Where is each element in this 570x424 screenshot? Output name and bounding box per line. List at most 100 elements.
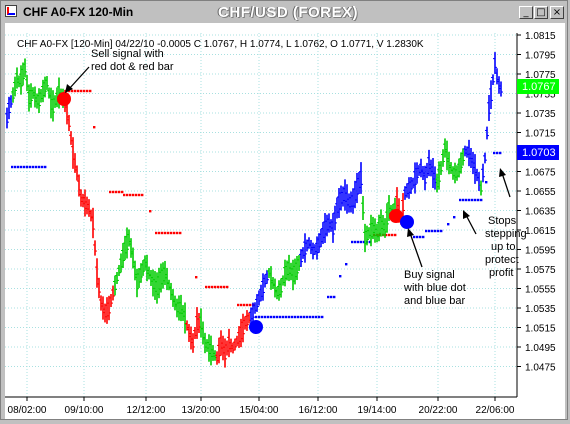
stop-dot [132, 193, 135, 197]
stop-dot [477, 198, 480, 202]
stop-dot [499, 151, 502, 155]
y-tick-label: 1.0555 [525, 285, 556, 296]
price-chart: 1.0815 1.0795 1.0775 1.0755 1.0735 1.0715 1.06… [5, 31, 559, 416]
stop-dot [17, 165, 20, 169]
x-axis: 08/02:00 09/10:00 12/12:00 13/20:00 15/04:00… [8, 397, 515, 416]
sell-annotation: Sell signal with red dot & red bar [91, 48, 174, 73]
title-bar[interactable]: CHF A0-FX 120-Min CHF/USD (FOREX) _ □ × [3, 3, 567, 21]
x-tick-label: 16/12:00 [299, 405, 338, 416]
stop-dot [141, 193, 144, 197]
stop-dot [129, 193, 132, 197]
stop-dot [170, 231, 173, 235]
stop-dot [138, 193, 141, 197]
chart-app-icon [5, 5, 17, 17]
x-tick-label: 08/02:00 [8, 405, 47, 416]
last-price-label: 1.0767 [522, 81, 556, 93]
buy-signal-red-dot [389, 209, 403, 223]
y-tick-label: 1.0635 [525, 207, 556, 218]
stop-dot [249, 303, 252, 307]
window-title: CHF A0-FX 120-Min [23, 5, 134, 19]
y-tick-label: 1.0795 [525, 51, 556, 62]
stop-dot [285, 315, 288, 319]
stop-dot [468, 198, 471, 202]
sell-arrow-head [65, 84, 73, 93]
stop-dot [413, 235, 416, 239]
stop-dot [26, 165, 29, 169]
sell-signal-dot [57, 92, 71, 106]
stop-dot [288, 315, 291, 319]
stop-dot [437, 229, 440, 233]
stop-dot [173, 231, 176, 235]
stop-dot [89, 89, 92, 93]
stop-dot [35, 165, 38, 169]
stop-dot [327, 295, 330, 299]
stop-dot [223, 285, 226, 289]
stop-dot [115, 190, 118, 194]
stop-dot [422, 235, 425, 239]
stop-dot [354, 240, 357, 244]
stop-dot [261, 315, 264, 319]
stop-dot [419, 235, 422, 239]
last-price-label-bg [517, 79, 559, 94]
stop-dot [74, 89, 77, 93]
signal-layer [57, 92, 414, 334]
stop-dot [394, 233, 397, 237]
stop-dot [44, 165, 47, 169]
stops-arrow-2 [465, 214, 477, 235]
stop-dot [11, 165, 14, 169]
stop-dot [312, 315, 315, 319]
stop-dot [135, 193, 138, 197]
stop-dot [23, 165, 26, 169]
plot-area: 1.0815 1.0795 1.0775 1.0755 1.0735 1.0715 1.06… [5, 23, 565, 419]
y-tick-label: 1.0515 [525, 324, 556, 335]
minimize-button[interactable]: _ [519, 6, 533, 19]
stop-dot [77, 89, 80, 93]
maximize-button[interactable]: □ [534, 6, 548, 19]
stop-dot [208, 285, 211, 289]
x-tick-label: 12/12:00 [127, 405, 166, 416]
stop-dot [155, 231, 158, 235]
stop-dot [267, 315, 270, 319]
stop-dot [351, 240, 354, 244]
price-bar-layer [5, 52, 503, 368]
stop-dot [357, 240, 360, 244]
y-tick-label: 1.0675 [525, 168, 556, 179]
stop-dot [38, 165, 41, 169]
stop-dot [20, 165, 23, 169]
y-tick-label: 1.0575 [525, 265, 556, 276]
close-button[interactable]: × [550, 6, 564, 19]
y-tick-label: 1.0755 [525, 90, 556, 101]
y-axis: 1.0815 1.0795 1.0775 1.0755 1.0735 1.0715 1.06… [517, 31, 556, 374]
stop-dot [391, 233, 394, 237]
stop-dot [321, 315, 324, 319]
stop-dot [86, 89, 89, 93]
stop-dot [416, 235, 419, 239]
sell-arrow [68, 66, 90, 90]
stop-dot [459, 198, 462, 202]
stop-dot [68, 89, 71, 93]
stop-dot [440, 229, 443, 233]
stop-dot [333, 295, 336, 299]
stop-dot [493, 151, 496, 155]
stop-dot [264, 315, 267, 319]
stop-dot [255, 315, 258, 319]
stops-annotation: Stops stepping up to protect profit [485, 215, 530, 279]
stop-dot [270, 315, 273, 319]
stop-dot [388, 233, 391, 237]
stop-dot [214, 285, 217, 289]
x-tick-label: 13/20:00 [182, 405, 221, 416]
stop-dot [118, 190, 121, 194]
buy-arrow [409, 232, 423, 268]
stop-dot [112, 190, 115, 194]
stop-dot [80, 89, 83, 93]
stop-dot [425, 229, 428, 233]
stop-dot [226, 285, 229, 289]
x-tick-label: 20/22:00 [419, 405, 458, 416]
stop-dot [121, 190, 124, 194]
stop-dot [258, 315, 261, 319]
stops-arrow-1 [501, 172, 511, 198]
y-tick-label: 1.0735 [525, 109, 556, 120]
stop-dot [109, 190, 112, 194]
buy-annotation: Buy signal with blue dot and blue bar [403, 269, 469, 307]
